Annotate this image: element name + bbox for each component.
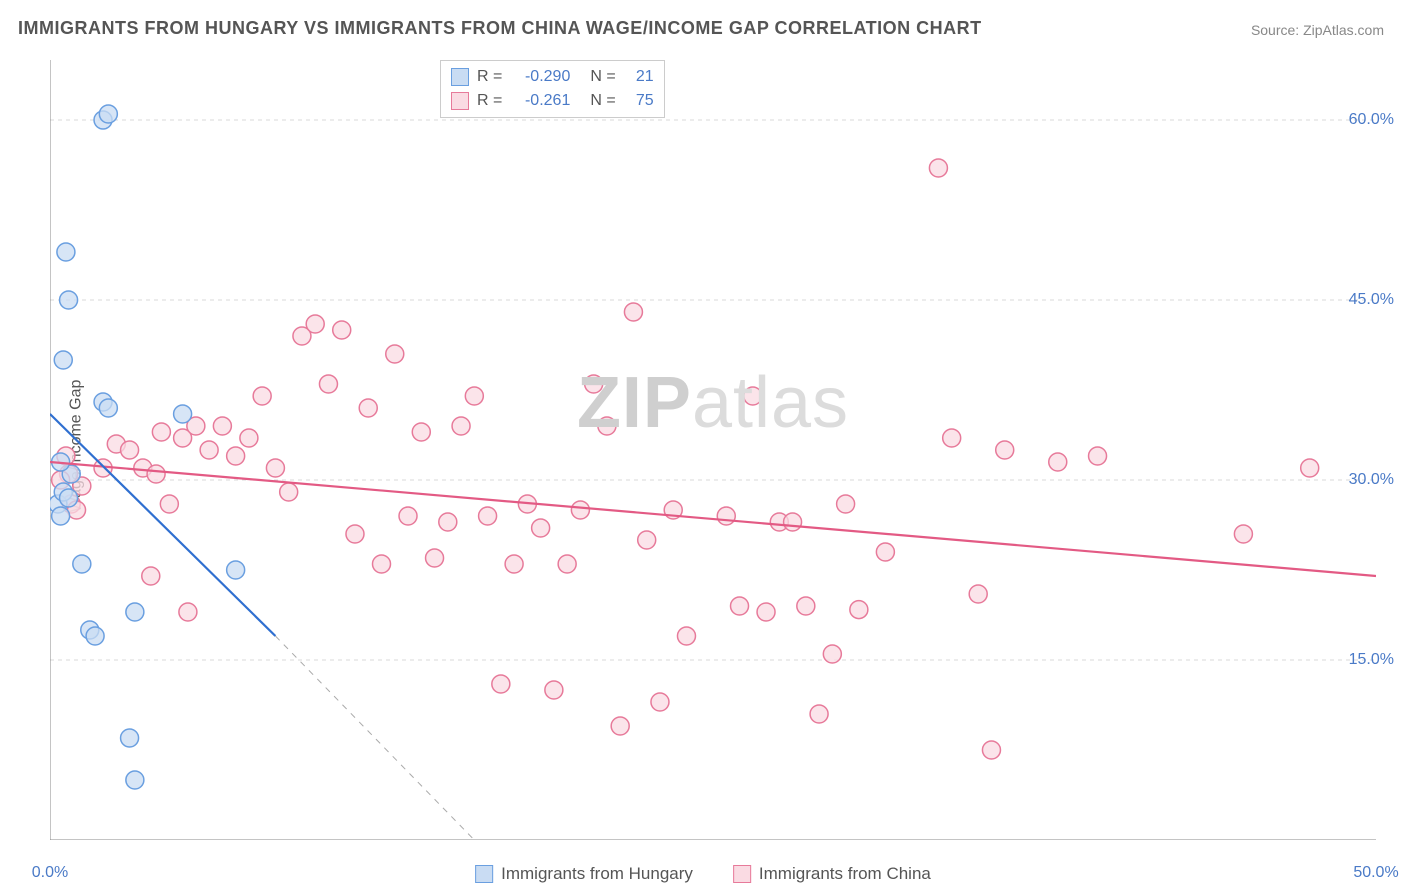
r-value-1: -0.261	[510, 92, 570, 110]
stats-row-0: R = -0.290 N = 21	[451, 65, 654, 89]
legend-swatch-hungary	[475, 865, 493, 883]
legend-item-china: Immigrants from China	[733, 864, 931, 884]
r-label-1: R =	[477, 92, 502, 110]
source-label: Source: ZipAtlas.com	[1251, 22, 1384, 38]
plot-area: ZIPatlas	[50, 60, 1376, 840]
stats-box: R = -0.290 N = 21 R = -0.261 N = 75	[440, 60, 665, 118]
legend-swatch-china	[733, 865, 751, 883]
n-label-0: N =	[590, 68, 615, 86]
chart-container: IMMIGRANTS FROM HUNGARY VS IMMIGRANTS FR…	[0, 0, 1406, 892]
y-tick-label: 30.0%	[1349, 471, 1394, 489]
y-tick-label: 15.0%	[1349, 651, 1394, 669]
n-value-0: 21	[624, 68, 654, 86]
y-tick-label: 60.0%	[1349, 111, 1394, 129]
legend-label-china: Immigrants from China	[759, 864, 931, 884]
swatch-hungary	[451, 68, 469, 86]
chart-title: IMMIGRANTS FROM HUNGARY VS IMMIGRANTS FR…	[18, 18, 982, 39]
legend-label-hungary: Immigrants from Hungary	[501, 864, 693, 884]
legend-item-hungary: Immigrants from Hungary	[475, 864, 693, 884]
watermark-light: atlas	[692, 363, 849, 443]
x-tick-label: 50.0%	[1353, 864, 1398, 882]
n-label-1: N =	[590, 92, 615, 110]
r-label-0: R =	[477, 68, 502, 86]
watermark: ZIPatlas	[577, 362, 849, 444]
chart-svg	[50, 60, 1376, 840]
y-tick-label: 45.0%	[1349, 291, 1394, 309]
r-value-0: -0.290	[510, 68, 570, 86]
stats-row-1: R = -0.261 N = 75	[451, 89, 654, 113]
x-tick-label: 0.0%	[32, 864, 68, 882]
bottom-legend: Immigrants from Hungary Immigrants from …	[475, 864, 931, 884]
watermark-bold: ZIP	[577, 363, 692, 443]
swatch-china	[451, 92, 469, 110]
n-value-1: 75	[624, 92, 654, 110]
